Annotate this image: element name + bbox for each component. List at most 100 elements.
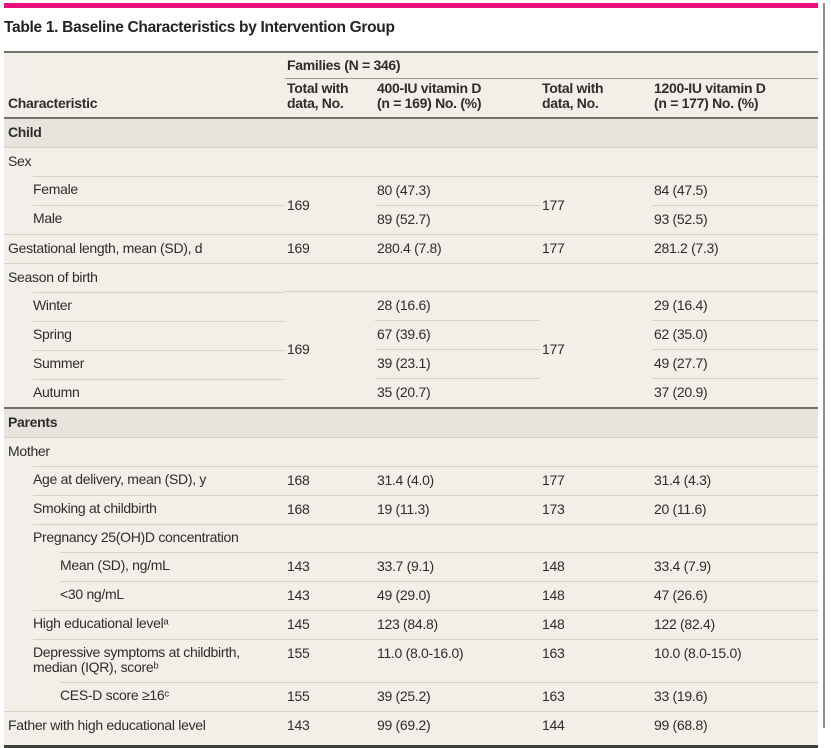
empty-cell (375, 262, 540, 292)
cell-value-400: 99 (69.2) (375, 710, 540, 748)
cell-total-1200: 163 (540, 681, 652, 711)
page-right-border (823, 3, 825, 728)
row-label: Male (4, 205, 285, 234)
row-label: <30 ng/mL (4, 581, 285, 610)
empty-cell (285, 262, 375, 292)
cell-total-400: 169 (285, 233, 375, 263)
table-row-mother: Mother (4, 437, 819, 466)
cell-value-400: 19 (11.3) (375, 494, 540, 524)
empty-cell (285, 147, 375, 176)
table-row-smoking: Smoking at childbirth 168 19 (11.3) 173 … (4, 494, 819, 524)
cell-value-400: 11.0 (8.0-16.0) (375, 638, 540, 682)
section-label: Child (4, 118, 819, 148)
column-header-characteristic: Characteristic (4, 78, 285, 119)
cell-value-1200: 122 (82.4) (652, 609, 819, 639)
row-label: Depressive symptoms at childbirth, media… (4, 639, 285, 682)
section-row-child: Child (4, 118, 819, 148)
table-row-pregnancy-25ohd: Pregnancy 25(OH)D concentration (4, 523, 819, 552)
row-label: High educational levelᵃ (4, 610, 285, 639)
row-label: Female (4, 176, 285, 205)
row-label: Winter (4, 291, 285, 321)
cell-value-400: 67 (39.6) (375, 320, 540, 350)
row-label: Smoking at childbirth (4, 495, 285, 524)
accent-bar (4, 3, 818, 8)
cell-total-1200: 144 (540, 710, 652, 748)
cell-value-1200: 33 (19.6) (652, 681, 819, 711)
cell-value-1200: 281.2 (7.3) (652, 233, 819, 263)
cell-value-1200: 93 (52.5) (652, 204, 819, 234)
cell-value-400: 80 (47.3) (375, 175, 540, 205)
cell-total-1200: 148 (540, 580, 652, 610)
cell-total-400: 168 (285, 465, 375, 495)
table-row-high-educational-level: High educational levelᵃ 145 123 (84.8) 1… (4, 609, 819, 639)
baseline-characteristics-table: Families (N = 346) Characteristic Total … (4, 51, 819, 748)
span-header-row: Families (N = 346) (4, 51, 819, 79)
empty-cell (652, 262, 819, 292)
cell-value-400: 33.7 (9.1) (375, 551, 540, 581)
cell-total-1200: 177 (540, 465, 652, 495)
row-label: Spring (4, 320, 285, 350)
cell-total-400: 169 (285, 291, 375, 408)
cell-value-1200: 33.4 (7.9) (652, 551, 819, 581)
column-header-total-1200: Total with data, No. (540, 78, 652, 119)
cell-total-400: 145 (285, 609, 375, 639)
empty-cell (540, 147, 652, 176)
empty-cell (652, 147, 819, 176)
empty-cell (652, 523, 819, 552)
row-label: Autumn (4, 378, 285, 408)
empty-cell (652, 437, 819, 466)
table-row-age-at-delivery: Age at delivery, mean (SD), y 168 31.4 (… (4, 465, 819, 495)
page-title: Table 1. Baseline Characteristics by Int… (4, 19, 395, 36)
cell-value-400: 39 (23.1) (375, 349, 540, 379)
cell-value-1200: 99 (68.8) (652, 710, 819, 748)
cell-total-1200: 148 (540, 551, 652, 581)
cell-value-400: 89 (52.7) (375, 204, 540, 234)
cell-value-1200: 10.0 (8.0-15.0) (652, 638, 819, 682)
cell-total-400: 168 (285, 494, 375, 524)
cell-value-1200: 47 (26.6) (652, 580, 819, 610)
families-span-header: Families (N = 346) (285, 51, 819, 79)
cell-value-1200: 20 (11.6) (652, 494, 819, 524)
cell-value-400: 123 (84.8) (375, 609, 540, 639)
row-label: Age at delivery, mean (SD), y (4, 466, 285, 495)
table-row-summer: Summer 39 (23.1) 49 (27.7) (4, 349, 819, 379)
row-label: Mean (SD), ng/mL (4, 552, 285, 581)
table-row-sex: Sex (4, 147, 819, 176)
empty-corner-cell (4, 51, 285, 79)
cell-total-1200: 163 (540, 638, 652, 682)
empty-cell (285, 437, 375, 466)
table-row-gestational-length: Gestational length, mean (SD), d 169 280… (4, 233, 819, 263)
empty-cell (540, 437, 652, 466)
cell-total-1200: 173 (540, 494, 652, 524)
empty-cell (375, 523, 540, 552)
cell-value-1200: 37 (20.9) (652, 378, 819, 408)
table-row-male: Male 89 (52.7) 93 (52.5) (4, 204, 819, 234)
row-label: Gestational length, mean (SD), d (4, 233, 285, 263)
cell-value-400: 31.4 (4.0) (375, 465, 540, 495)
empty-cell (375, 437, 540, 466)
cell-total-1200: 177 (540, 233, 652, 263)
table-row-lt30: <30 ng/mL 143 49 (29.0) 148 47 (26.6) (4, 580, 819, 610)
cell-total-1200: 177 (540, 291, 652, 408)
table-row-depressive-symptoms: Depressive symptoms at childbirth, media… (4, 638, 819, 682)
column-header-1200iu: 1200-IU vitamin D (n = 177) No. (%) (652, 78, 819, 119)
row-label: Father with high educational level (4, 710, 285, 748)
cell-value-1200: 84 (47.5) (652, 175, 819, 205)
row-label: Mother (4, 437, 285, 466)
row-label: Summer (4, 349, 285, 379)
table-row-autumn: Autumn 35 (20.7) 37 (20.9) (4, 378, 819, 408)
section-label: Parents (4, 407, 819, 438)
empty-cell (285, 523, 375, 552)
cell-total-400: 143 (285, 710, 375, 748)
cell-value-400: 35 (20.7) (375, 378, 540, 408)
cell-total-400: 143 (285, 551, 375, 581)
empty-cell (375, 147, 540, 176)
cell-total-400: 169 (285, 175, 375, 234)
cell-value-400: 280.4 (7.8) (375, 233, 540, 263)
cell-value-1200: 62 (35.0) (652, 320, 819, 350)
section-row-parents: Parents (4, 407, 819, 438)
cell-total-1200: 177 (540, 175, 652, 234)
cell-value-400: 39 (25.2) (375, 681, 540, 711)
table-row-season-of-birth: Season of birth (4, 262, 819, 292)
column-header-row: Characteristic Total with data, No. 400-… (4, 78, 819, 119)
